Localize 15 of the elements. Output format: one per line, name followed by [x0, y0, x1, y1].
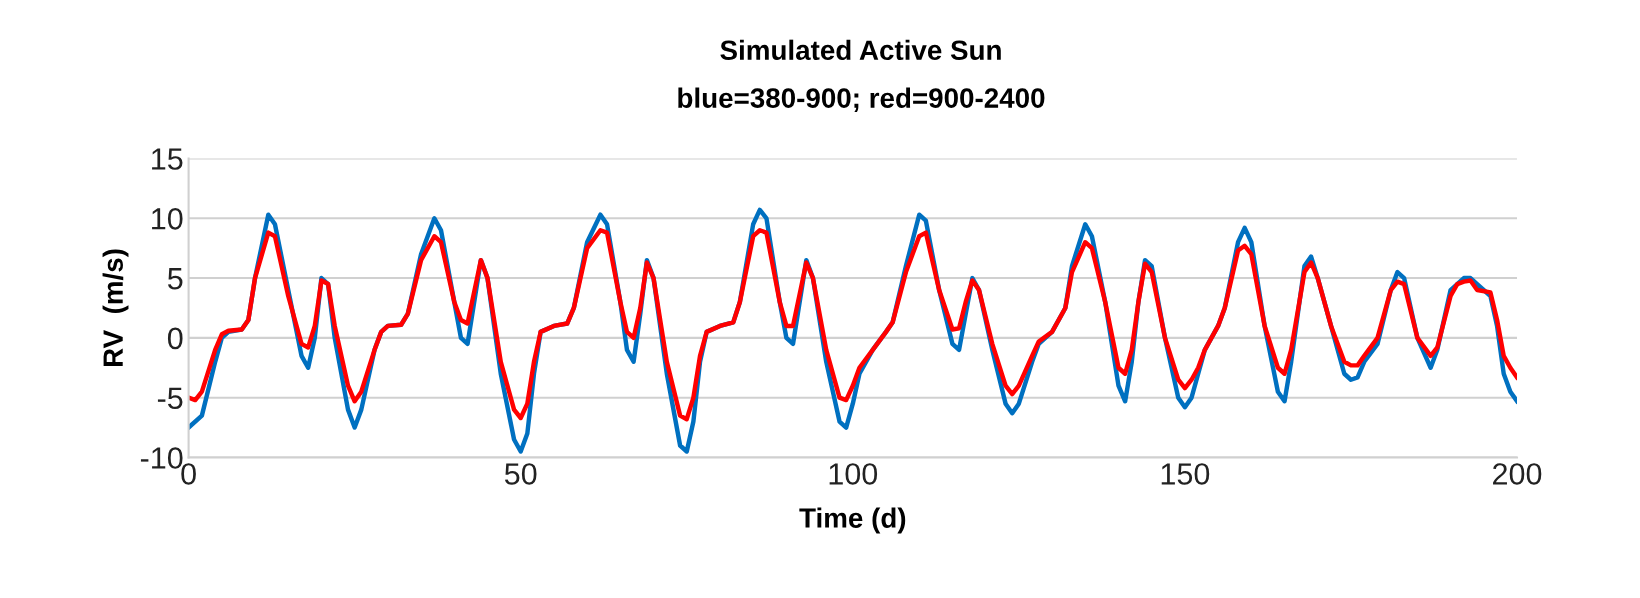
chart-subtitle: blue=380-900; red=900-2400	[678, 87, 1045, 112]
x-tick-label: 150	[1161, 463, 1210, 485]
x-tick-label: 50	[504, 463, 537, 485]
line-series	[188, 228, 1517, 422]
y-tick-label: 15	[152, 148, 183, 170]
y-tick-label: -10	[140, 447, 183, 469]
y-tick-label: 10	[152, 208, 183, 230]
y-tick-label: -5	[157, 387, 183, 410]
x-tick-label: 200	[1493, 463, 1542, 485]
x-tick-label: 100	[829, 463, 878, 485]
y-axis-title: RV (m/s)	[102, 249, 129, 367]
chart-title: Simulated Active Sun	[720, 39, 1001, 61]
y-tick-label: 0	[167, 327, 183, 350]
x-axis-title: Time (d)	[799, 507, 906, 534]
y-tick-label: 5	[167, 268, 183, 290]
